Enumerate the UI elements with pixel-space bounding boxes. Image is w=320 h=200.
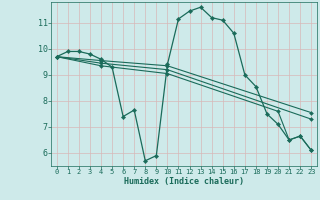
X-axis label: Humidex (Indice chaleur): Humidex (Indice chaleur) xyxy=(124,177,244,186)
